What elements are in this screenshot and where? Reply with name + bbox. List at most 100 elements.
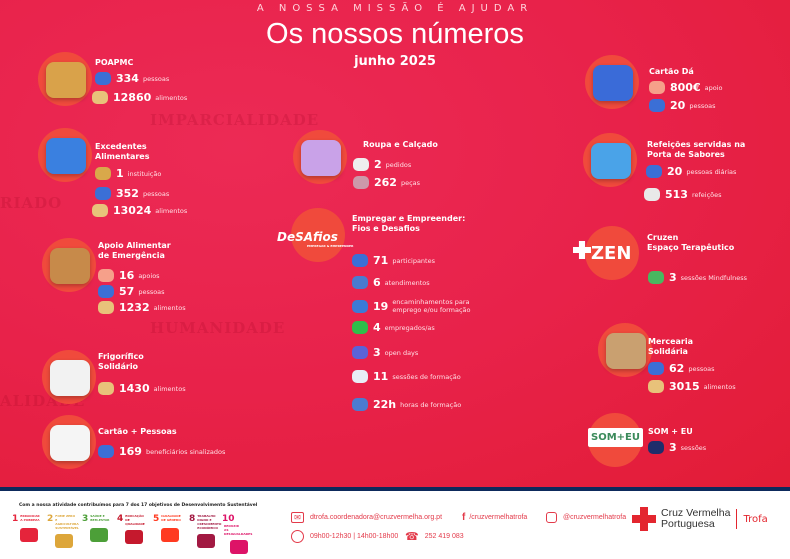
sdg-goal-8: 8 TRABALHO DIGNO E CRESCIMENTO ECONÓMICO <box>189 514 223 548</box>
sdg-label: IGUALDADE DE GÉNERO <box>161 514 181 522</box>
stat-row: 4 empregados/as <box>352 321 435 334</box>
sdg-label: REDUZIR AS DESIGUALDADES <box>224 524 253 536</box>
email-contact[interactable]: ✉ dtrofa.coordenadora@cruzvermelha.org.pt <box>291 512 442 523</box>
logo-text: SOM+EU <box>591 432 640 443</box>
desafios-logo: DeSAfios EMPREGAR & EMPREENDER <box>277 230 353 248</box>
sdg-label: FOME ZERO E AGRICULTURA SUSTENTÁVEL <box>55 514 79 530</box>
stat-label: empregados/as <box>384 323 435 332</box>
clothes-icon <box>301 140 341 176</box>
mission-banner: A NOSSA MISSÃO É AJUDAR <box>256 3 534 14</box>
building-icon <box>95 167 111 180</box>
stat-label: sessões de formação <box>392 372 461 381</box>
program-title: Cartão + Pessoas <box>98 427 177 436</box>
stat-label: sessões <box>680 443 707 452</box>
hours: 09h00-12h30 | 14h00-18h00 <box>291 530 398 543</box>
soup-bowl-icon <box>644 188 660 201</box>
stat-label: pessoas <box>689 101 716 110</box>
food-box-icon <box>92 91 108 104</box>
stat-label: alimentos <box>155 206 188 215</box>
sdg-goal-1: 1 ERRADICAR A POBREZA <box>12 514 46 548</box>
stat-label: pessoas <box>142 189 170 198</box>
stat-row: 16 apoios <box>98 269 160 282</box>
program-title: Cartão Dá <box>649 67 694 76</box>
envelope-icon: ✉ <box>291 512 304 523</box>
stat-value: 2 <box>374 158 382 171</box>
sdg-icon <box>230 540 248 554</box>
stat-value: 1 <box>116 167 124 180</box>
stat-row: 800€ apoio <box>649 81 723 94</box>
cruzen-logo: ZEN <box>573 241 631 264</box>
people-icon <box>95 187 111 200</box>
stat-row: 1232 alimentos <box>98 301 186 314</box>
stat-label: pessoas <box>138 287 165 296</box>
clock-icon <box>352 398 368 411</box>
sdg-goal-3: 3 SAÚDE E BEM-ESTAR <box>82 514 116 548</box>
stat-label: pedidos <box>385 160 412 169</box>
sdg-goal-5: 5 IGUALDADE DE GÉNERO <box>153 514 187 548</box>
program-circle <box>291 208 345 262</box>
sdg-label: TRABALHO DIGNO E CRESCIMENTO ECONÓMICO <box>197 514 222 530</box>
stat-row: 513 refeições <box>644 188 722 201</box>
phone-text: 252 419 083 <box>424 533 464 540</box>
cruz-vermelha-logo: Cruz Vermelha Portuguesa Trofa <box>632 507 768 531</box>
food-box-icon <box>92 204 108 217</box>
stat-row: 19 encaminhamentos para emprego e/ou form… <box>352 298 471 314</box>
stat-value: 22h <box>373 398 397 411</box>
shopping-basket-icon <box>46 138 86 174</box>
phone-contact[interactable]: ☎ 252 419 083 <box>405 530 464 543</box>
stat-value: 19 <box>373 299 389 313</box>
stat-row: 6 atendimentos <box>352 276 430 289</box>
stat-row: 3 open days <box>352 346 418 359</box>
stat-row: 3015 alimentos <box>648 380 736 393</box>
watermark: HUMANIDADE <box>150 319 286 337</box>
facebook-icon: f <box>462 512 466 523</box>
facebook-link[interactable]: f/cruzvermelhatrofa <box>462 512 527 523</box>
sdg-icon <box>90 528 108 542</box>
stat-label: pessoas <box>688 364 715 373</box>
sdg-label: SAÚDE E BEM-ESTAR <box>90 514 110 522</box>
org-name-line1: Cruz Vermelha <box>661 507 731 519</box>
stat-value: 20 <box>667 165 683 178</box>
heart-hand-icon <box>649 81 665 94</box>
stat-value: 11 <box>373 370 389 383</box>
sdg-icon <box>20 528 38 542</box>
som-eu-logo: SOM+EU <box>588 428 643 447</box>
food-box-icon <box>98 382 114 395</box>
sdg-icon <box>161 528 179 542</box>
page-title: Os nossos números <box>266 18 524 50</box>
stat-row: 262 peças <box>353 176 420 189</box>
logo-text: DeSAfios <box>277 230 338 244</box>
poster: IMPARCIALIDADE HUMANIDADE RIADO ALIDADE … <box>0 0 790 487</box>
facebook-text: /cruzvermelhatrofa <box>469 514 528 521</box>
stat-value: 262 <box>374 176 397 189</box>
program-title: Empregar e Empreender: Fios e Desafios <box>352 214 466 233</box>
training-icon <box>352 370 368 383</box>
fridge-icon <box>50 360 90 396</box>
sdg-number: 3 <box>82 514 89 524</box>
page-subtitle: junho 2025 <box>354 54 436 69</box>
watermark: IMPARCIALIDADE <box>150 111 320 129</box>
sdg-number: 10 <box>222 514 235 524</box>
stat-label: horas de formação <box>400 400 462 409</box>
stat-row: 20 pessoas diárias <box>646 165 736 178</box>
sdg-number: 8 <box>189 514 196 524</box>
stat-row: 1430 alimentos <box>98 382 186 395</box>
stat-value: 13024 <box>113 204 152 217</box>
program-title: Apoio Alimentar de Emergência <box>98 241 171 260</box>
stat-label: peças <box>400 178 421 187</box>
instagram-link[interactable]: @cruzvermelhatrofa <box>546 512 626 523</box>
grocery-bag-icon <box>606 333 646 369</box>
card-icon <box>50 425 90 461</box>
program-title: Cruzen Espaço Terapêutico <box>647 233 735 252</box>
stat-value: 3 <box>669 441 677 454</box>
people-icon <box>649 99 665 112</box>
stat-row: 22h horas de formação <box>352 398 461 411</box>
people-icon <box>95 72 111 85</box>
program-title: Excedentes Alimentares <box>95 142 150 161</box>
stat-row: 3 sessões Mindfulness <box>648 271 747 284</box>
stat-row: 13024 alimentos <box>92 204 187 217</box>
sdg-goal-10: 10REDUZIR AS DESIGUALDADES <box>222 514 256 554</box>
stat-label: apoios <box>138 271 160 280</box>
phone-icon: ☎ <box>405 531 419 543</box>
stat-label: beneficiários sinalizados <box>145 447 226 456</box>
